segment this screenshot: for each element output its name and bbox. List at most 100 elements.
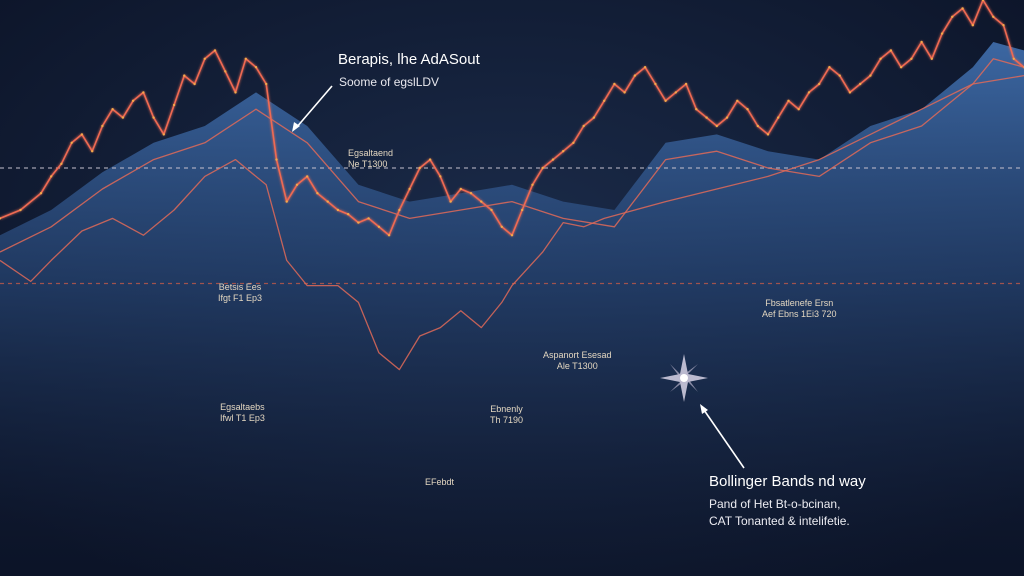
price-point [254,66,258,69]
price-point [357,221,360,224]
chart-subtitle: Soome of egslLDV [339,75,440,89]
price-point [684,82,688,86]
price-point [981,0,985,2]
annotation-2-line-1: Betsis Ees [218,282,262,292]
price-point [347,213,350,216]
legend-line-1: Pand of Het Bt-o-bcinan, [709,497,841,511]
price-point [992,15,995,18]
annotation-6: Fbsatlenefe Ersn Aef Ebns 1Ei3 720 [762,298,837,320]
chart-title: Berapis, lhe AdASout [338,51,480,68]
price-point [480,200,483,203]
price-point [705,116,708,119]
price-point [213,49,217,52]
annotation-5: Ebnenly Th 7190 [490,404,523,426]
price-point [674,91,677,94]
price-point [521,208,524,212]
title-pointer-arrow [295,85,333,129]
price-point [285,200,288,203]
price-point [777,116,780,119]
price-point [1012,57,1015,60]
price-point [848,91,852,94]
marker-layer [292,85,745,469]
price-point [643,66,647,69]
price-point [828,66,831,69]
price-point [469,192,473,195]
price-point [664,99,667,103]
price-point [377,225,381,228]
title-arrow-head [292,122,300,132]
price-point [244,57,247,60]
price-point [111,108,114,111]
price-point [562,150,565,153]
price-point [172,103,176,107]
price-point [766,133,770,136]
price-point [142,91,145,94]
price-point [60,162,63,165]
price-point [940,32,944,35]
price-point [889,49,893,52]
annotation-3: Egsaltaebs Ifwl T1 Ep3 [220,402,265,424]
price-point [387,234,391,237]
legend-arrow-head [700,404,708,414]
price-point [398,208,401,212]
price-point [551,158,555,161]
annotation-5-line-2: Th 7190 [490,415,524,425]
price-point [234,91,237,94]
price-point [920,40,923,44]
price-point [818,82,821,86]
price-point [715,124,718,128]
price-point [275,158,278,161]
price-point [19,208,22,212]
price-point [50,175,53,178]
price-point [1002,24,1005,27]
price-point [39,192,43,195]
price-point [193,82,196,86]
annotation-2-line-2: Ifgt F1 Ep3 [218,293,263,303]
level-layer [0,167,1024,285]
price-point [971,24,974,27]
price-point [725,116,729,119]
price-point [807,91,811,94]
annotation-1-line-2: Ne T1300 [348,159,388,169]
area-layer [0,42,1024,576]
price-point [101,124,104,128]
annotation-4-line-2: Ale T1300 [556,361,598,371]
annotation-3-line-1: Egsaltaebs [220,402,265,412]
price-point [603,99,606,103]
annotation-7: EFebdt [425,477,454,488]
price-point [408,187,411,191]
price-point [439,175,442,178]
price-point [961,7,964,10]
series-line-band-upper [0,58,1024,253]
annotation-1: Egsaltaend Ne T1300 [348,148,393,170]
price-point [183,74,186,77]
price-point [490,208,493,212]
price-point [572,141,575,144]
legend-line-2: CAT Tonanted & intelifetie. [709,514,850,528]
price-point [756,124,759,128]
price-point [531,183,534,186]
price-point [879,57,882,60]
price-point [951,15,954,18]
price-point [326,200,329,203]
price-point [695,108,698,111]
legend-title: Bollinger Bands nd way [709,473,866,490]
price-point [899,66,903,69]
price-point [203,57,206,60]
price-point [295,183,299,186]
price-point [428,158,432,161]
annotation-5-line-1: Ebnenly [490,404,523,414]
annotation-4-line-1: Aspanort Esesad [543,350,612,360]
price-point [930,57,933,60]
price-point [0,217,2,220]
price-point [838,74,841,77]
price-point [541,166,544,170]
price-point [306,175,309,178]
price-point [91,150,94,153]
price-point [787,99,790,103]
price-point [654,82,657,86]
price-point [336,208,340,212]
band-area-fill [0,42,1024,576]
